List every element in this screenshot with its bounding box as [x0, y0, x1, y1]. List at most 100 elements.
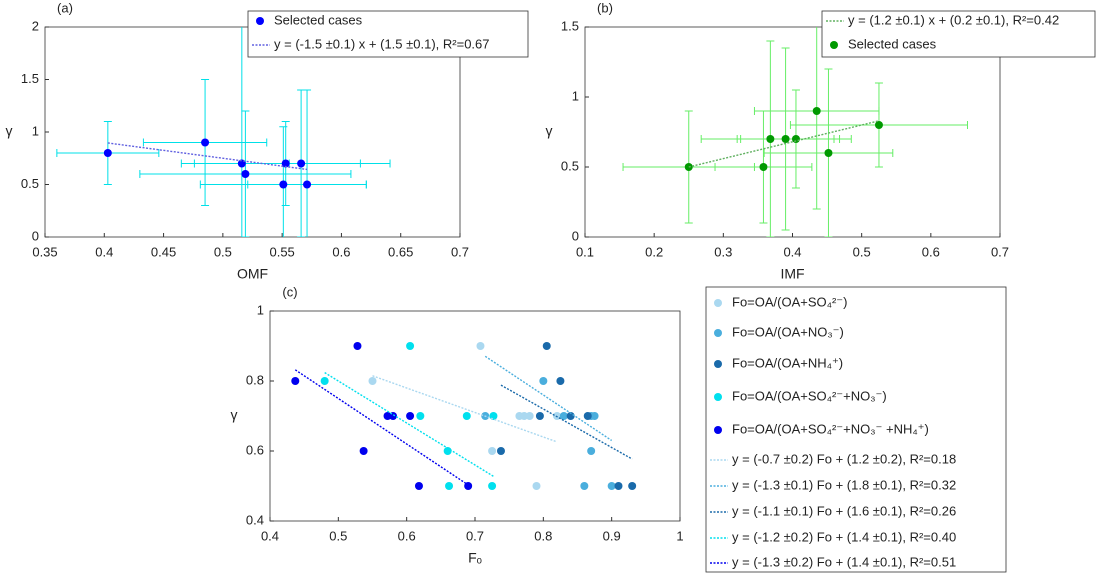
fit-line	[688, 120, 880, 168]
data-point	[353, 342, 362, 350]
plot-area	[56, 27, 391, 237]
data-point	[496, 447, 505, 455]
data-point	[781, 135, 790, 143]
x-tick-label: 0.6	[332, 244, 350, 259]
legend-label: y = (-1.5 ±0.1) x + (1.5 ±0.1), R²=0.67	[274, 36, 490, 51]
data-point	[590, 412, 599, 420]
legend-label: Fo=OA/(OA+SO₄²⁻+NO₃⁻ +NH₄⁺)	[732, 421, 929, 436]
data-point	[539, 377, 548, 385]
legend-label: y = (-0.7 ±0.2) Fo + (1.2 ±0.2), R²=0.18	[732, 451, 956, 466]
data-point	[297, 159, 306, 168]
x-tick-label: 1	[676, 528, 683, 543]
y-tick-label: 1	[572, 88, 579, 103]
y-tick-label: 0	[572, 228, 579, 243]
y-tick-label: 1.5	[21, 71, 39, 86]
data-point	[406, 412, 415, 420]
fit-line	[107, 142, 308, 171]
data-point	[535, 412, 544, 420]
x-tick-label: 0.4	[95, 244, 113, 259]
panel-label: (c)	[282, 284, 297, 299]
x-tick-label: 0.65	[388, 244, 413, 259]
data-point	[103, 149, 112, 157]
data-point	[520, 412, 529, 420]
legend-label: y = (-1.3 ±0.1) Fo + (1.8 ±0.1), R²=0.32	[732, 477, 956, 492]
data-point	[414, 482, 423, 490]
x-tick-label: 0.1	[576, 244, 594, 259]
data-point	[476, 342, 485, 350]
y-tick-label: 2	[32, 18, 39, 33]
legend-label: Fo=OA/(OA+SO₄²⁻+NO₃⁻)	[732, 388, 887, 403]
fit-line	[324, 372, 494, 477]
x-tick-label: 0.3	[714, 244, 732, 259]
data-point	[201, 138, 210, 147]
x-tick-label: 0.2	[645, 244, 663, 259]
data-point	[489, 412, 498, 420]
x-tick-label: 0.5	[853, 244, 871, 259]
x-tick-label: 0.6	[922, 244, 940, 259]
x-tick-label: 0.7	[466, 528, 484, 543]
data-point	[443, 447, 452, 455]
data-point	[303, 180, 312, 189]
legend-marker	[714, 360, 722, 368]
y-tick-label: 1	[257, 302, 264, 317]
legend-marker	[714, 299, 722, 307]
x-axis-label: OMF	[237, 266, 268, 282]
legend-marker	[714, 393, 722, 401]
legend-label: y = (-1.2 ±0.2) Fo + (1.4 ±0.1), R²=0.40	[732, 529, 956, 544]
legend-marker	[714, 329, 722, 337]
data-point	[464, 482, 473, 490]
data-point	[824, 149, 833, 157]
fit-line	[372, 375, 558, 443]
data-point	[766, 135, 775, 143]
data-point	[532, 482, 541, 490]
data-point	[812, 107, 821, 115]
data-point	[281, 159, 290, 168]
data-point	[416, 412, 425, 420]
data-point	[542, 342, 551, 350]
x-tick-label: 0.4	[261, 528, 279, 543]
x-tick-label: 0.35	[32, 244, 57, 259]
legend-box	[705, 286, 1007, 573]
y-tick-label: 0.5	[561, 158, 579, 173]
data-point	[241, 170, 250, 178]
x-tick-label: 0.55	[269, 244, 294, 259]
plot-frame	[584, 26, 1001, 238]
plot-area	[291, 342, 637, 490]
data-point	[556, 377, 565, 385]
data-point	[583, 412, 592, 420]
data-point	[279, 180, 288, 189]
x-tick-label: 0.5	[214, 244, 232, 259]
data-point	[874, 121, 883, 129]
data-point	[445, 482, 454, 490]
y-tick-label: 0.4	[246, 512, 264, 527]
legend-marker	[714, 426, 722, 434]
legend-label: y = (1.2 ±0.1) x + (0.2 ±0.1), R²=0.42	[848, 12, 1059, 27]
data-point	[488, 482, 497, 490]
y-axis-label: γ	[6, 123, 13, 139]
y-tick-label: 1	[32, 123, 39, 138]
x-tick-label: 0.6	[398, 528, 416, 543]
fit-line	[294, 369, 469, 486]
x-tick-label: 0.7	[991, 244, 1009, 259]
y-tick-label: 1.5	[561, 18, 579, 33]
legend-marker	[830, 41, 838, 49]
x-tick-label: 0.4	[783, 244, 801, 259]
legend-label: Fo=OA/(OA+NH₄⁺)	[732, 355, 843, 370]
data-point	[559, 412, 568, 420]
plot-area	[622, 27, 968, 237]
data-point	[359, 447, 368, 455]
data-point	[628, 482, 637, 490]
legend-label: Selected cases	[274, 12, 363, 27]
y-axis-label: γ	[231, 407, 238, 423]
data-point	[791, 135, 800, 143]
data-point	[383, 412, 392, 420]
y-tick-label: 0	[32, 228, 39, 243]
data-point	[406, 342, 415, 350]
fit-line	[500, 384, 633, 460]
x-tick-label: 0.45	[151, 244, 176, 259]
x-axis-label: Fₒ	[468, 550, 482, 566]
x-tick-label: 0.8	[534, 528, 552, 543]
data-point	[614, 482, 623, 490]
panel-label: (b)	[597, 0, 613, 15]
data-point	[488, 447, 497, 455]
